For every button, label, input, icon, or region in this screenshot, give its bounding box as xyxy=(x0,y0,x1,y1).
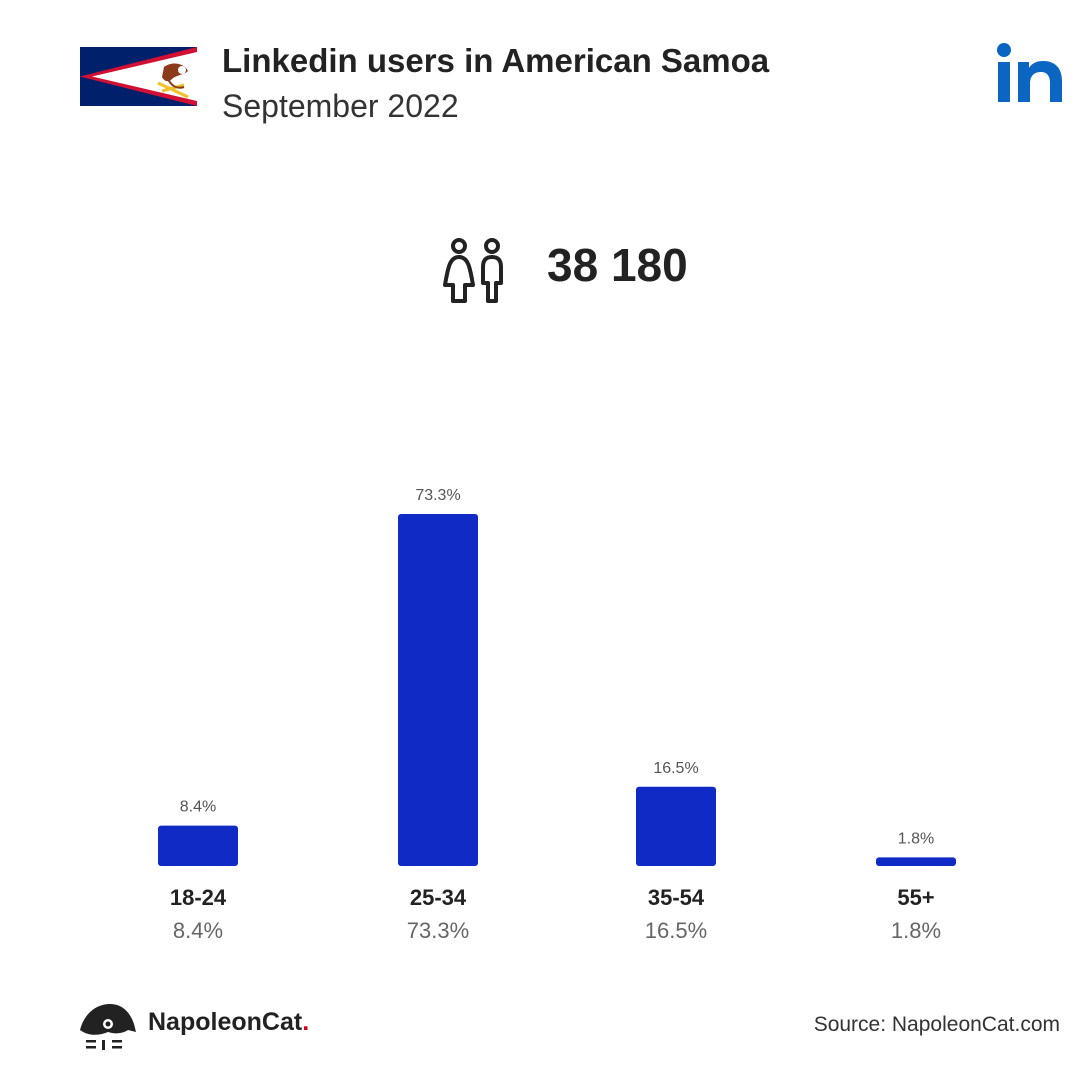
bar-35-54 xyxy=(636,786,716,866)
category-label: 35-54 xyxy=(648,885,705,910)
category-label: 55+ xyxy=(897,885,934,910)
bar-value-label: 73.3% xyxy=(415,487,460,504)
source-text: Source: NapoleonCat.com xyxy=(813,1013,1060,1036)
category-label: 18-24 xyxy=(170,885,227,910)
category-percent-label: 1.8% xyxy=(891,918,941,943)
category-percent-label: 8.4% xyxy=(173,918,223,943)
category-percent-label: 16.5% xyxy=(645,918,707,943)
american-samoa-flag-icon xyxy=(80,47,197,106)
bar-value-label: 1.8% xyxy=(898,830,934,847)
napoleoncat-logo-icon xyxy=(80,1004,136,1050)
linkedin-logo-icon xyxy=(997,43,1062,102)
users-icon xyxy=(443,238,503,303)
category-label: 25-34 xyxy=(410,885,467,910)
bar-value-label: 8.4% xyxy=(180,799,216,816)
chart-subtitle: September 2022 xyxy=(222,88,459,124)
chart-title: Linkedin users in American Samoa xyxy=(222,42,770,79)
category-percent-label: 73.3% xyxy=(407,918,469,943)
bar-18-24 xyxy=(158,825,238,866)
bar-value-label: 16.5% xyxy=(653,760,698,777)
bar-55+ xyxy=(876,857,956,866)
bar-25-34 xyxy=(398,514,478,866)
brand-name: NapoleonCat. xyxy=(148,1008,310,1036)
total-users-value: 38 180 xyxy=(547,239,688,291)
